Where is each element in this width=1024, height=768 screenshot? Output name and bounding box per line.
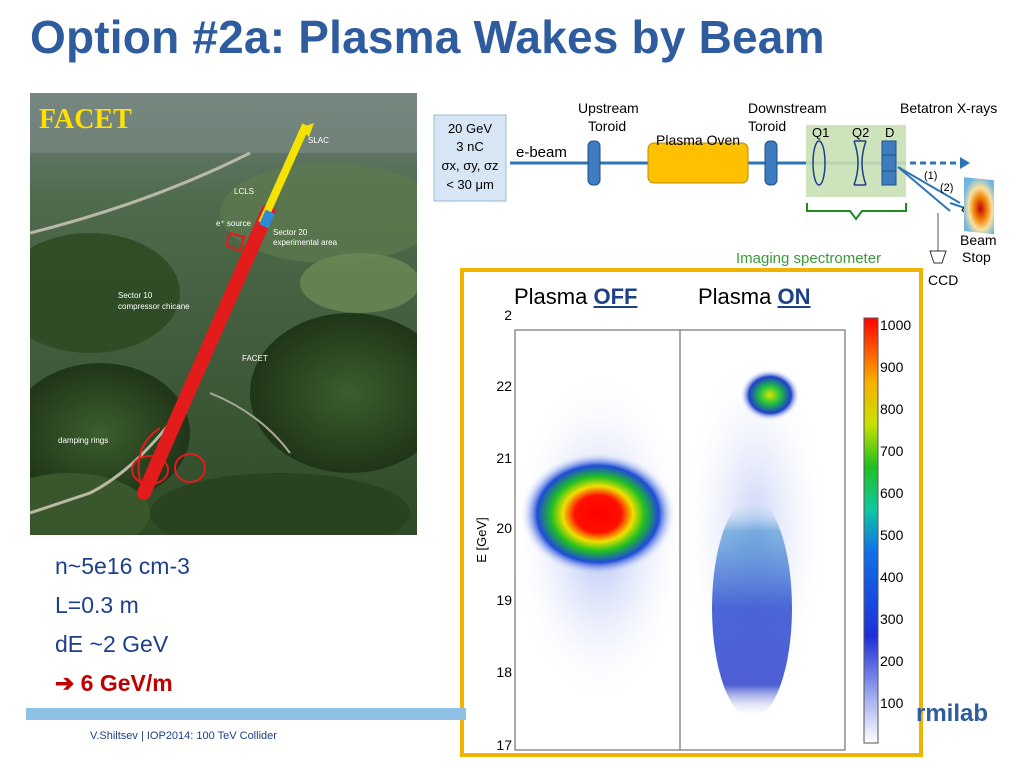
plasma-on-state: ON: [777, 284, 811, 309]
param-density: n~5e16 cm-3: [55, 553, 190, 579]
cbar-tick: 1000: [880, 317, 911, 333]
svg-text:(1): (1): [924, 170, 937, 182]
svg-text:Beam: Beam: [960, 232, 997, 248]
svg-text:Imaging spectrometer: Imaging spectrometer: [736, 250, 881, 267]
cbar-tick: 900: [880, 359, 904, 375]
fermilab-logo: rmilab: [916, 700, 989, 727]
svg-text:Betatron X-rays: Betatron X-rays: [900, 100, 997, 116]
svg-text:Sector 10: Sector 10: [118, 291, 153, 300]
plot-ylabel: E [GeV]: [474, 517, 489, 563]
label-plasma-off: Plasma OFF: [514, 284, 637, 310]
plasma-on-prefix: Plasma: [698, 284, 778, 309]
plasma-off-state: OFF: [593, 284, 638, 309]
facet-aerial-photo: SLAC LCLS e⁺ source Sector 20 experiment…: [30, 93, 417, 535]
footer-bar: [26, 708, 466, 720]
svg-text:Q1: Q1: [812, 125, 829, 140]
arrow-icon: ➔: [55, 670, 75, 696]
param-size: < 30 μm: [446, 177, 494, 192]
facet-label: FACET: [39, 104, 132, 135]
param-gradient: ➔ 6 GeV/m: [55, 664, 190, 703]
ytick: 18: [496, 664, 512, 680]
footer-text: V.Shiltsev | IOP2014: 100 TeV Collider: [90, 730, 277, 742]
parameter-list: n~5e16 cm-3 L=0.3 m dE ~2 GeV ➔ 6 GeV/m: [55, 547, 190, 703]
svg-text:Toroid: Toroid: [748, 118, 786, 134]
param-charge: 3 nC: [456, 139, 483, 154]
svg-text:Upstream: Upstream: [578, 100, 639, 116]
svg-text:LCLS: LCLS: [234, 187, 254, 196]
param-energy: 20 GeV: [448, 121, 492, 136]
gradient-value: 6 GeV/m: [80, 670, 173, 696]
ytick: 22: [496, 378, 512, 394]
svg-text:(2): (2): [940, 182, 953, 194]
cbar-tick: 300: [880, 611, 904, 627]
slide-title: Option #2a: Plasma Wakes by Beam: [30, 11, 825, 63]
svg-text:e⁺ source: e⁺ source: [216, 219, 251, 228]
label-slac: SLAC: [308, 136, 329, 145]
cbar-tick: 200: [880, 653, 904, 669]
beamline-schematic: 20 GeV 3 nC σx, σy, σz < 30 μm e-beam Up…: [433, 100, 997, 288]
svg-text:CCD: CCD: [928, 272, 958, 288]
ytick: 21: [496, 450, 512, 466]
cbar-tick: 100: [880, 695, 904, 711]
svg-text:Sector 20: Sector 20: [273, 228, 308, 237]
energy-spectrum-plot: E [GeV] 17 18 19 20 21 22 2 100 200 300 …: [474, 307, 911, 753]
param-length: L=0.3 m: [55, 592, 139, 618]
ytick: 2: [504, 307, 512, 323]
label-plasma-on: Plasma ON: [698, 284, 810, 310]
param-sigma: σx, σy, σz: [441, 158, 498, 173]
cbar-tick: 600: [880, 485, 904, 501]
cbar-tick: 400: [880, 569, 904, 585]
cbar-tick: 800: [880, 401, 904, 417]
svg-text:D: D: [885, 125, 894, 140]
svg-text:Q2: Q2: [852, 125, 869, 140]
cbar-tick: 700: [880, 443, 904, 459]
svg-text:FACET: FACET: [242, 354, 268, 363]
svg-text:experimental area: experimental area: [273, 238, 338, 247]
ytick: 20: [496, 520, 512, 536]
plasma-off-prefix: Plasma: [514, 284, 594, 309]
svg-text:e-beam: e-beam: [516, 144, 567, 161]
svg-text:damping rings: damping rings: [58, 436, 108, 445]
ytick: 19: [496, 592, 512, 608]
svg-text:Plasma Oven: Plasma Oven: [656, 132, 740, 148]
ytick: 17: [496, 737, 512, 753]
svg-text:Stop: Stop: [962, 249, 991, 265]
svg-text:Downstream: Downstream: [748, 100, 827, 116]
svg-text:compressor chicane: compressor chicane: [118, 302, 190, 311]
svg-text:Toroid: Toroid: [588, 118, 626, 134]
cbar-tick: 500: [880, 527, 904, 543]
param-energy-gain: dE ~2 GeV: [55, 631, 169, 657]
